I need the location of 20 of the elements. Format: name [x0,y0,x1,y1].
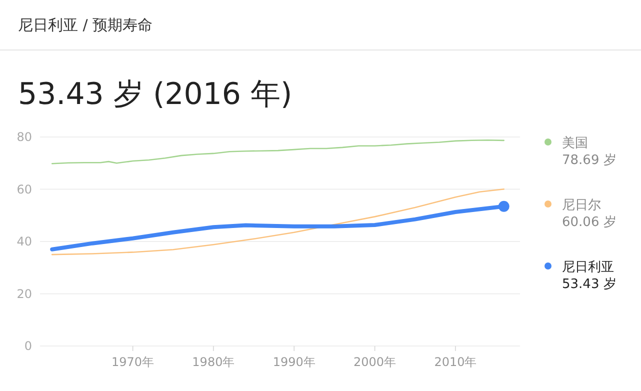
y-tick-label: 80 [16,130,32,144]
legend-label: 美国 [562,135,588,151]
x-tick-label: 1970年 [112,355,154,369]
line-series [51,139,505,164]
text: 53.43 岁 [562,277,616,292]
chart-title: 尼日利亚 / 预期寿命 [18,16,153,34]
legend-label: 尼日利亚 [562,260,614,275]
x-tick-label: 2010年 [434,355,477,369]
text: 78.69 岁 [562,153,616,168]
y-tick-label: 0 [24,339,32,353]
x-tick-label: 2000年 [354,355,396,369]
legend-label: 尼日尔 [562,198,601,213]
y-tick-label: 40 [16,234,32,248]
text: 60.06 岁 [562,215,616,230]
line-series [51,188,505,256]
y-tick-label: 60 [16,182,32,196]
x-tick-label: 1980年 [192,355,235,369]
x-tick-label: 1990年 [272,355,316,369]
y-tick-label: 20 [16,286,32,301]
chart-subtitle: 53.43 岁 (2016 年) [18,77,292,112]
